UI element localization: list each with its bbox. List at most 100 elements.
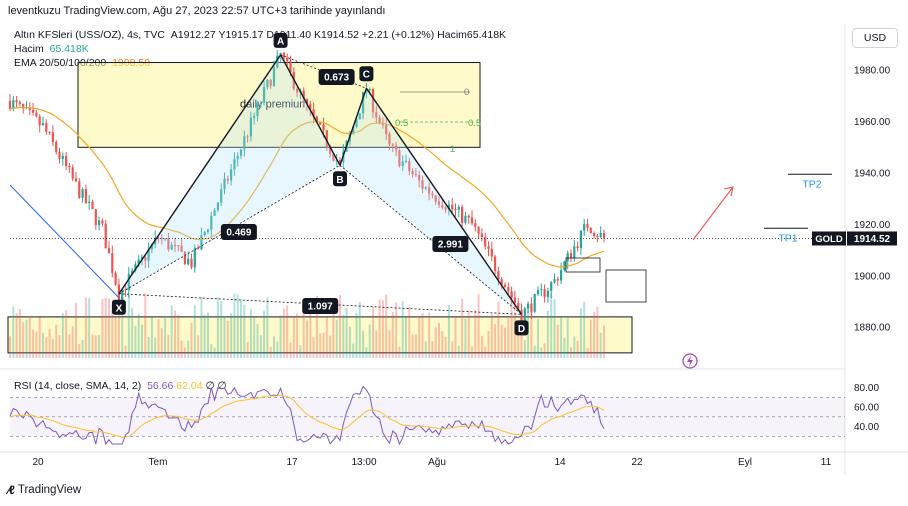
currency-button[interactable]: USD — [852, 28, 898, 48]
range-box — [605, 269, 647, 303]
candle-body — [206, 229, 210, 232]
volume-bar — [428, 312, 431, 358]
event-flash-bolt — [687, 355, 693, 367]
candle-body — [398, 150, 401, 166]
candle-body — [249, 117, 252, 137]
volume-bar — [355, 312, 358, 358]
candle-body — [411, 171, 414, 175]
volume-bar — [299, 345, 302, 358]
brand[interactable]: ⁄ℓ TradingView — [8, 483, 81, 497]
pattern-leg — [118, 54, 282, 295]
candle-body — [216, 202, 219, 211]
volume-bar — [220, 300, 223, 358]
volume-bar — [550, 293, 553, 358]
volume-bar — [180, 340, 183, 358]
candle-body — [520, 309, 523, 322]
volume-bar — [213, 347, 216, 358]
candle-body — [593, 233, 596, 236]
ratio-label: 0.673 — [324, 73, 349, 84]
pattern-ratio-line — [118, 164, 341, 295]
candle-body — [55, 141, 58, 152]
volume-bar — [375, 330, 378, 358]
volume-bar — [193, 305, 196, 358]
candle-body — [147, 249, 150, 261]
pattern-leg — [279, 54, 341, 166]
volume-bar — [246, 342, 249, 358]
volume-bar — [302, 311, 305, 358]
candle-body — [282, 52, 285, 58]
candle-body — [441, 205, 444, 208]
volume-bar — [22, 322, 25, 358]
volume-bar — [537, 319, 539, 358]
volume-bar — [342, 314, 345, 358]
volume-bar — [91, 334, 94, 358]
candle-body — [78, 181, 81, 198]
pattern-point-label: X — [116, 303, 123, 314]
candle-body — [470, 217, 474, 224]
candle-body — [371, 89, 375, 113]
volume-bar — [273, 336, 275, 358]
pattern-point-box — [333, 171, 347, 187]
volume-bar — [372, 306, 374, 358]
candle-body — [375, 112, 378, 118]
pattern-point-box — [514, 320, 529, 336]
candle-body — [58, 151, 61, 159]
volume-bar — [279, 315, 282, 358]
candle-body — [322, 124, 325, 131]
candle-body — [236, 155, 239, 160]
volume-bar — [160, 328, 163, 358]
ratio-box — [432, 236, 469, 252]
volume-bar — [464, 318, 467, 358]
pattern-point-label: D — [518, 324, 525, 335]
candle-body — [329, 147, 332, 154]
volume-bar — [513, 312, 516, 358]
volume-bar — [147, 337, 150, 358]
volume-bar — [507, 318, 510, 358]
pattern-point-label: C — [363, 70, 370, 81]
candle-body — [315, 116, 318, 123]
trend-line — [9, 184, 120, 299]
candle-body — [507, 287, 510, 292]
candle-body — [160, 238, 163, 240]
pattern-point-box — [111, 299, 126, 315]
legend-rsi[interactable]: RSI (14, close, SMA, 14, 2) 56.66 62.04 … — [14, 380, 227, 392]
legend-symbol[interactable]: Altın KFSleri (USS/OZ), 4s, TVC A1912.27… — [14, 29, 506, 41]
legend-volume[interactable]: Hacim 65.418K — [14, 43, 89, 55]
volume-bar — [603, 325, 605, 358]
candle-body — [444, 207, 447, 210]
volume-bar — [543, 343, 546, 358]
volume-bar — [32, 329, 35, 358]
volume-bar — [230, 313, 233, 358]
pattern-point-label: A — [277, 36, 284, 47]
volume-bar — [434, 327, 437, 358]
volume-bar — [401, 301, 404, 358]
candle-body — [173, 245, 177, 247]
candle-body — [256, 103, 259, 116]
price-tick-label: 1980.00 — [854, 66, 891, 77]
volume-bar — [395, 302, 398, 358]
pattern-bcd — [340, 88, 522, 315]
volume-bar — [84, 297, 87, 358]
candle-body — [536, 290, 540, 294]
volume-bar — [15, 313, 18, 358]
volume-bar — [55, 324, 58, 358]
volume-bar — [504, 327, 506, 358]
time-tick-label: Ağu — [428, 457, 446, 468]
candle-body — [461, 206, 464, 223]
volume-bar — [9, 336, 11, 358]
candle-body — [497, 271, 500, 280]
volume-bar — [236, 294, 239, 358]
rsi-line — [9, 385, 605, 446]
volume-bar — [398, 346, 401, 358]
volume-bar — [210, 343, 213, 358]
volume-bar — [510, 296, 513, 358]
time-tick-label: 22 — [631, 457, 643, 468]
candle-body — [127, 273, 130, 291]
candle-body — [140, 257, 144, 260]
candle-body — [187, 258, 190, 265]
volume-bar — [174, 310, 176, 358]
candle-body — [180, 245, 183, 252]
pattern-xab — [118, 54, 341, 294]
volume-bar — [358, 302, 361, 358]
